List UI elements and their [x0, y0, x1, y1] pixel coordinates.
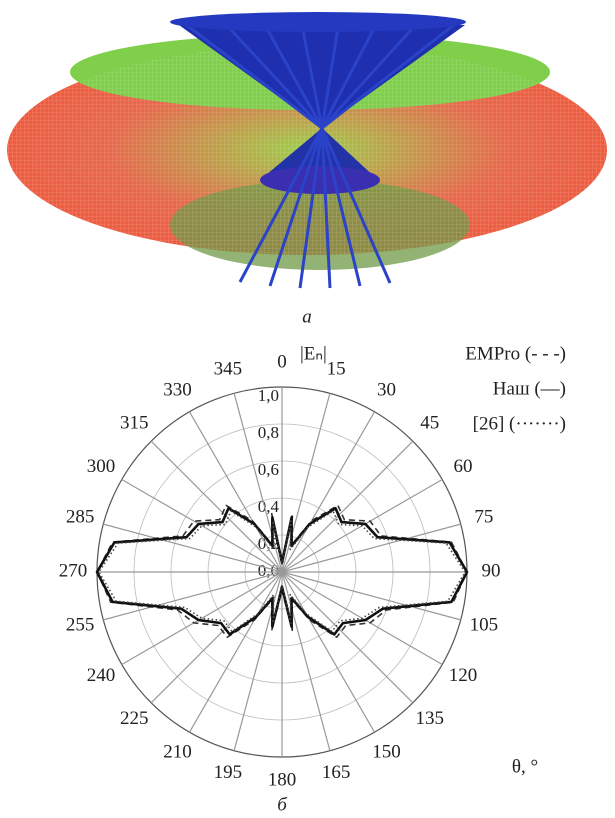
- theta-tick-label: 90: [482, 560, 501, 581]
- r-tick-label: 0,8: [258, 423, 279, 442]
- theta-tick-label: 270: [59, 560, 88, 581]
- grid-spoke: [282, 412, 375, 572]
- theta-tick-label: 165: [322, 762, 351, 783]
- grid-spoke: [282, 572, 330, 751]
- grid-spoke: [282, 441, 413, 572]
- theta-tick-label: 105: [470, 614, 499, 635]
- theta-tick-label: 255: [66, 614, 95, 635]
- caption: а: [302, 306, 312, 327]
- theta-tick-label: 0: [277, 351, 287, 372]
- grid-spoke: [282, 393, 330, 572]
- r-tick-label: 0,4: [258, 497, 280, 516]
- theta-tick-label: 150: [372, 741, 401, 762]
- grid-spoke: [282, 572, 413, 703]
- theta-tick-label: 285: [66, 506, 95, 527]
- theta-tick-label: 315: [120, 413, 149, 434]
- theta-tick-label: 210: [163, 741, 192, 762]
- theta-tick-label: 135: [416, 708, 445, 729]
- grid-spoke: [122, 480, 282, 573]
- theta-tick-label: 330: [163, 379, 192, 400]
- theta-tick-label: 345: [214, 358, 243, 379]
- grid-spoke: [151, 572, 282, 703]
- r-tick-label: 0,6: [258, 460, 279, 479]
- legend-entry: [26] (·······): [473, 413, 566, 434]
- grid-spoke: [282, 572, 461, 620]
- grid-spoke: [122, 572, 282, 665]
- r-axis-label: |Eₙ|: [300, 343, 327, 364]
- theta-tick-label: 300: [87, 456, 116, 477]
- caption: б: [277, 794, 288, 815]
- grid-spoke: [234, 572, 282, 751]
- page: а 0,00,20,40,60,81,001530456075901051201…: [0, 0, 615, 818]
- figure: а 0,00,20,40,60,81,001530456075901051201…: [0, 0, 615, 818]
- grid-spoke: [190, 572, 283, 732]
- grid-spoke: [282, 572, 375, 732]
- grid-spoke: [103, 572, 282, 620]
- legend-entry: EMPro (- - -): [465, 343, 566, 364]
- theta-tick-label: 225: [120, 708, 149, 729]
- theta-tick-label: 30: [377, 379, 396, 400]
- theta-axis-label: θ, °: [512, 756, 538, 777]
- theta-tick-label: 195: [214, 762, 243, 783]
- theta-tick-label: 60: [453, 456, 472, 477]
- theta-tick-label: 15: [327, 358, 346, 379]
- theta-tick-label: 180: [268, 769, 297, 790]
- antenna-illustration: [7, 12, 607, 288]
- legend-entry: Наш (—): [493, 378, 566, 399]
- theta-tick-label: 45: [420, 413, 439, 434]
- theta-tick-label: 120: [449, 665, 478, 686]
- theta-tick-label: 240: [87, 665, 116, 686]
- theta-tick-label: 75: [474, 506, 493, 527]
- r-tick-label: 1,0: [258, 386, 279, 405]
